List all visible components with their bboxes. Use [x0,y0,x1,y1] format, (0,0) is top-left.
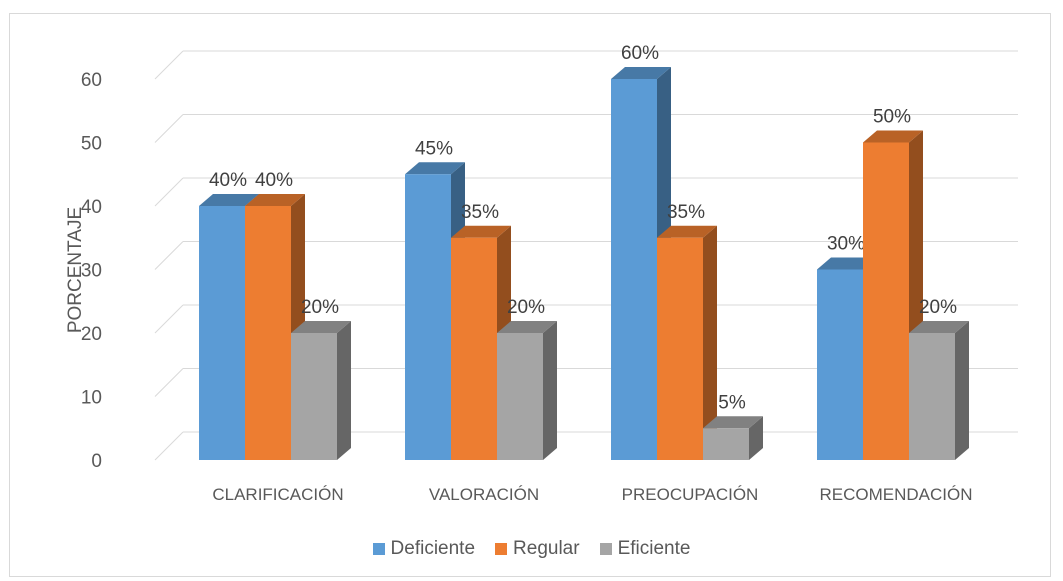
bar [909,333,955,460]
x-tick-label: VALORACIÓN [429,485,539,504]
bar-top [703,416,763,429]
gridline-depth [154,177,184,207]
bar-side [703,225,717,460]
gridline-depth [154,431,184,461]
data-label: 60% [621,43,659,64]
data-label: 40% [209,170,247,191]
legend-swatch [495,543,508,555]
data-label: 35% [667,202,705,223]
data-label: 20% [919,297,957,318]
bar-top [451,225,511,238]
y-tick-label: 30 [81,261,102,282]
legend-item: Eficiente [599,538,691,560]
data-label: 20% [507,297,545,318]
data-label: 30% [827,234,865,255]
gridline-depth [154,368,184,397]
y-tick-label: 50 [81,134,102,155]
bar-top [405,162,465,175]
data-label: 45% [415,138,453,159]
bar [611,79,657,460]
bar [817,269,863,460]
y-tick-label: 10 [81,388,102,409]
bar-top [863,130,923,143]
data-label: 40% [255,170,293,191]
y-tick-label: 0 [91,451,102,472]
legend-item: Deficiente [372,538,476,560]
bar [405,174,451,460]
bar-top [909,321,969,333]
bar-side [955,321,969,460]
y-axis-title: PORCENTAJE [65,207,86,333]
bar-top [611,67,671,79]
y-tick-label: 40 [81,197,102,218]
bar-top [817,257,877,270]
data-label: 35% [461,202,499,223]
bar-top [497,321,557,333]
legend-swatch [599,543,612,555]
x-tick-label: PREOCUPACIÓN [622,485,759,504]
x-tick-label: RECOMENDACIÓN [819,485,972,504]
x-tick-label: CLARIFICACIÓN [212,485,343,504]
bar [703,428,749,460]
bar [245,206,291,460]
chart-legend: Deficiente Regular Eficiente [0,538,1063,560]
bar [199,206,245,460]
bar-top [245,194,305,206]
bar-side [749,416,763,460]
bar-top [291,321,351,333]
legend-label: Regular [513,538,580,559]
bar-side [337,321,351,460]
bar [291,333,337,460]
data-label: 50% [873,107,911,128]
gridline-depth [154,304,184,334]
legend-label: Deficiente [390,538,476,559]
bar [657,237,703,460]
bar [863,142,909,460]
data-label: 20% [301,297,339,318]
y-tick-label: 60 [81,70,102,91]
bar [451,237,497,460]
y-tick-label: 20 [81,324,102,345]
gridline-depth [154,50,184,80]
data-label: 5% [718,392,746,413]
gridline-depth [154,114,184,143]
gridline-depth [154,241,184,270]
bar-side [543,321,557,460]
legend-swatch [372,543,385,555]
legend-item: Regular [495,538,580,560]
bar-top [657,225,717,238]
legend-label: Eficiente [617,538,691,559]
bar [497,333,543,460]
bar-top [199,194,259,206]
